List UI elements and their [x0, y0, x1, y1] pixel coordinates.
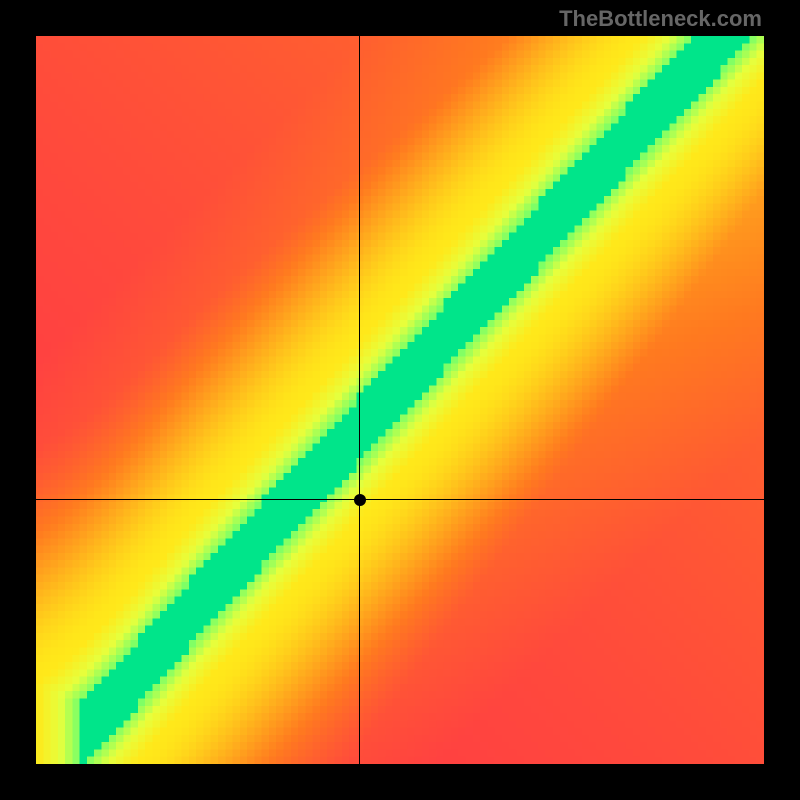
- watermark-text: TheBottleneck.com: [559, 6, 762, 32]
- heatmap-canvas: [36, 36, 764, 764]
- chart-container: [36, 36, 764, 764]
- crosshair-horizontal: [36, 499, 764, 500]
- data-point-marker: [354, 494, 366, 506]
- crosshair-vertical: [359, 36, 360, 764]
